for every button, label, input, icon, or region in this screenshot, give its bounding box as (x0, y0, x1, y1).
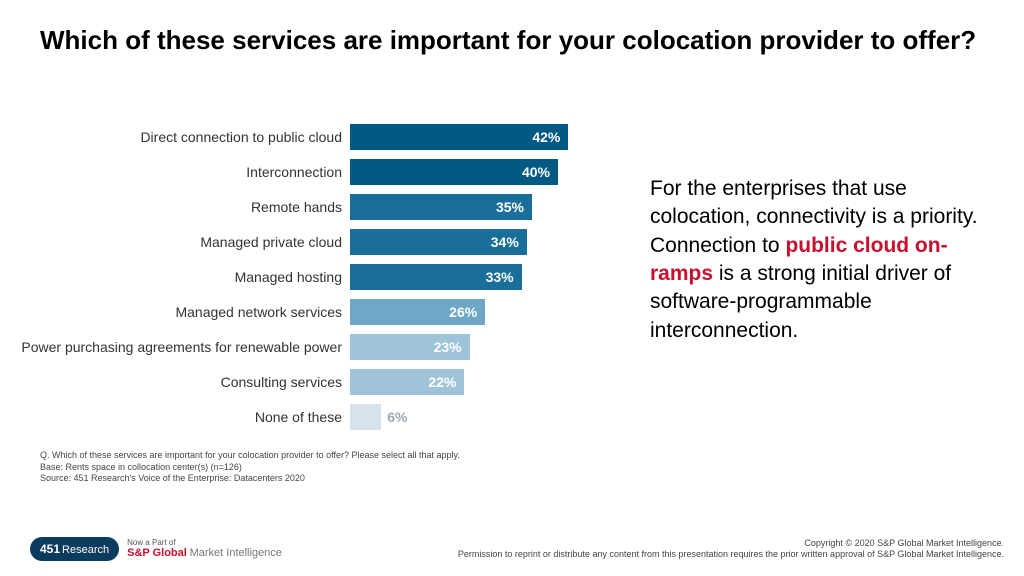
bar-fill: 34% (350, 229, 527, 255)
footer-branding: 451 Research Now a Part of S&P Global Ma… (30, 537, 282, 561)
bar-label: Interconnection (20, 164, 350, 180)
footnotes: Q. Which of these services are important… (40, 450, 460, 485)
bar-value: 23% (434, 339, 462, 355)
bar-label: Managed private cloud (20, 234, 350, 250)
bar-value: 35% (496, 199, 524, 215)
bar-track: 22% (350, 369, 610, 395)
bar-label: Consulting services (20, 374, 350, 390)
bar-row: Remote hands 35% (20, 190, 620, 223)
footnote-base: Base: Rents space in collocation center(… (40, 462, 460, 474)
bar-value: 34% (491, 234, 519, 250)
bar-label: Managed hosting (20, 269, 350, 285)
bar-row: None of these 6% (20, 400, 620, 433)
bar-label: Managed network services (20, 304, 350, 320)
brand-market-intel: Market Intelligence (190, 547, 282, 559)
bar-track: 35% (350, 194, 610, 220)
bar-chart: Direct connection to public cloud 42% Inte… (20, 120, 620, 435)
bar-track: 26% (350, 299, 610, 325)
bar-value: 6% (387, 404, 407, 430)
bar-row: Managed private cloud 34% (20, 225, 620, 258)
bar-fill: 26% (350, 299, 485, 325)
bar-fill: 42% (350, 124, 568, 150)
badge-text: Research (62, 544, 109, 556)
bar-row: Interconnection 40% (20, 155, 620, 188)
bar-fill: 33% (350, 264, 522, 290)
bar-row: Consulting services 22% (20, 365, 620, 398)
footnote-question: Q. Which of these services are important… (40, 450, 460, 462)
bar-value: 42% (532, 129, 560, 145)
bar-fill: 35% (350, 194, 532, 220)
bar-label: Remote hands (20, 199, 350, 215)
bar-fill: 40% (350, 159, 558, 185)
bar-value: 22% (428, 374, 456, 390)
bar-label: Power purchasing agreements for renewabl… (20, 339, 350, 355)
copyright-text: Copyright © 2020 S&P Global Market Intel… (458, 538, 1004, 550)
bar-track: 40% (350, 159, 610, 185)
permission-text: Permission to reprint or distribute any … (458, 549, 1004, 561)
bar-value: 26% (449, 304, 477, 320)
bar-track: 6% (350, 404, 610, 430)
bar-row: Power purchasing agreements for renewabl… (20, 330, 620, 363)
footer-legal: Copyright © 2020 S&P Global Market Intel… (458, 538, 1004, 561)
bar-value: 33% (486, 269, 514, 285)
bar-value: 40% (522, 164, 550, 180)
brand-sp-global: S&P Global (127, 547, 187, 559)
bar-row: Direct connection to public cloud 42% (20, 120, 620, 153)
bar-track: 23% (350, 334, 610, 360)
badge-451-icon: 451 Research (30, 537, 119, 561)
bar-row: Managed hosting 33% (20, 260, 620, 293)
bar-row: Managed network services 26% (20, 295, 620, 328)
bar-fill (350, 404, 381, 430)
bar-label: Direct connection to public cloud (20, 129, 350, 145)
bar-label: None of these (20, 409, 350, 425)
slide-title: Which of these services are important fo… (40, 24, 984, 57)
bar-fill: 23% (350, 334, 470, 360)
badge-number: 451 (40, 542, 60, 556)
brand-text: Now a Part of S&P Global Market Intellig… (127, 538, 282, 561)
footnote-source: Source: 451 Research's Voice of the Ente… (40, 473, 460, 485)
bar-fill: 22% (350, 369, 464, 395)
commentary-text: For the enterprises that use colocation,… (650, 175, 990, 345)
brand-now-part: Now a Part of (127, 538, 282, 548)
bar-track: 34% (350, 229, 610, 255)
bar-track: 42% (350, 124, 610, 150)
bar-track: 33% (350, 264, 610, 290)
